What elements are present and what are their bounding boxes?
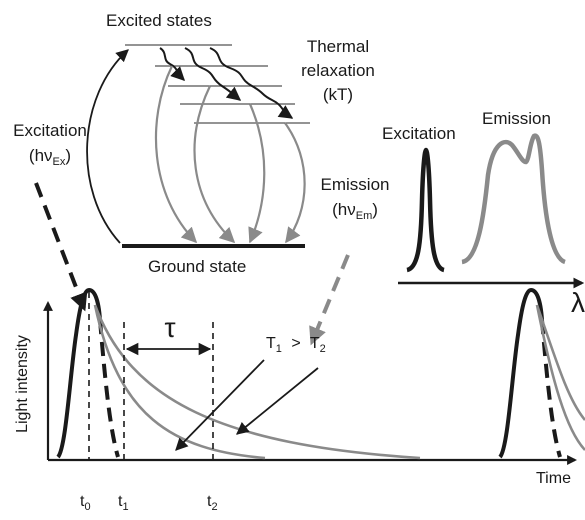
pulse-1-falloff (98, 319, 120, 458)
thermal-label: Thermal (306, 37, 370, 56)
decay-curve-T2 (93, 304, 266, 460)
emission-spectrum (461, 133, 567, 265)
ground-state-label: Ground state (148, 257, 247, 276)
emission-label: Emission (320, 175, 390, 194)
spectrum-inset (398, 133, 585, 289)
wavy-arrow-3 (209, 47, 294, 119)
excitation-label: Excitation (13, 121, 87, 140)
wavelength-label: λ (571, 287, 585, 318)
tau-label: τ (164, 312, 176, 343)
relaxation-label: relaxation (301, 61, 375, 80)
decay-plot-axes (43, 301, 577, 465)
excitation-energy-label: (hνEx) (28, 146, 72, 168)
time-markers (88, 292, 214, 460)
decay-curves-first (56, 287, 421, 460)
greater-than-symbol: > (291, 335, 301, 352)
spectrum-excitation-label: Excitation (382, 124, 456, 143)
decay-curves-second (498, 287, 585, 459)
T1-pointer (175, 359, 265, 451)
T2-pointer (236, 367, 319, 435)
t2-label: t2 (207, 493, 218, 513)
emission-arrow-1 (154, 65, 198, 244)
decay-curve-T1 (93, 304, 421, 460)
decay-curve-T2-second (535, 304, 585, 451)
excited-levels (125, 44, 310, 124)
temperature-comparison-label: T1 > T2 (266, 336, 326, 355)
light-intensity-label: Light intensity (14, 335, 31, 433)
t1-label: t1 (118, 493, 129, 513)
t0-label: t0 (80, 493, 91, 513)
T2-label: T2 (309, 335, 326, 355)
emission-arrow-2 (193, 85, 236, 244)
emission-arrow-4 (284, 122, 306, 244)
T1-label: T1 (266, 335, 282, 355)
wavy-arrow-2 (184, 47, 242, 101)
excited-states-label: Excited states (106, 11, 212, 30)
temperature-pointers (175, 359, 319, 451)
spectrum-emission-label: Emission (482, 109, 551, 128)
excitation-arrow (86, 49, 129, 244)
emission-pointer-arrow (309, 254, 350, 346)
kt-label: (kT) (322, 85, 354, 104)
wavy-arrow-1 (159, 47, 185, 81)
decay-curve-T1-second (535, 304, 585, 421)
time-label: Time (536, 470, 571, 487)
excitation-pointer-arrow (34, 182, 88, 312)
emission-arrow-3 (248, 103, 266, 244)
emission-energy-label: (hνEm) (332, 200, 378, 222)
excitation-spectrum (406, 147, 445, 273)
relaxation-arrows (159, 47, 294, 119)
excitation-pulse-1 (56, 287, 102, 459)
emission-arrows (154, 65, 306, 244)
excitation-pulse-2 (498, 287, 544, 459)
